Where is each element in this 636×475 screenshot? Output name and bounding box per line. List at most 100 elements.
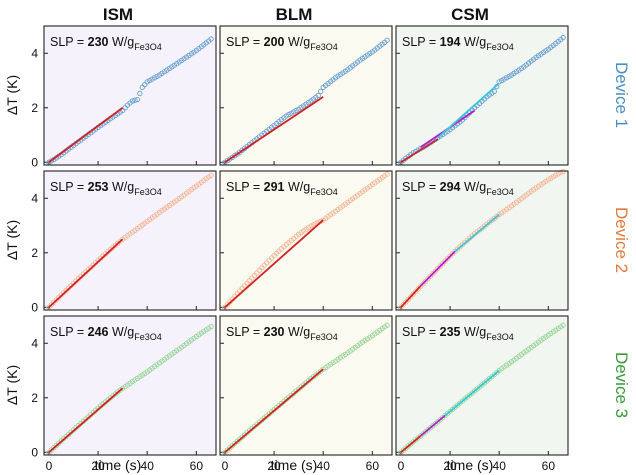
slp-prefix: SLP =	[402, 35, 440, 49]
data-markers	[398, 322, 566, 455]
y-tick-label: 2	[31, 246, 38, 260]
fit-line	[400, 435, 422, 453]
slp-prefix: SLP =	[226, 35, 264, 49]
fit-line	[419, 250, 456, 287]
slp-unit: W/g	[285, 35, 311, 49]
slp-unit: W/g	[285, 180, 311, 194]
slp-prefix: SLP =	[50, 35, 88, 49]
slp-annotation: SLP = 246 W/gFe3O4	[50, 325, 162, 342]
slp-unit: W/g	[285, 325, 311, 339]
panel-blm-device-3: 0 20 40 60 SLP = 230 W/gFe3O4	[219, 315, 393, 473]
data-point	[560, 169, 566, 175]
x-axis-label-col-2: time (s)	[271, 457, 318, 473]
x-axis-label-col-3: time (s)	[447, 457, 494, 473]
panel-ism-device-1: 0 2 4 SLP = 230 W/gFe3O4	[31, 25, 217, 169]
y-tick-label: 0	[31, 445, 38, 459]
panel-frame	[395, 25, 569, 166]
x-tick-label: 60	[190, 459, 204, 473]
device-label-3: Device 3	[612, 352, 631, 418]
y-tick-label: 2	[31, 101, 38, 115]
slp-value: 253	[88, 180, 109, 194]
fit-line	[400, 285, 422, 308]
panel-csm-device-3: 0 20 40 60 SLP = 235 W/gFe3O4	[395, 315, 569, 473]
slp-value: 235	[440, 325, 461, 339]
data-point	[491, 88, 497, 95]
data-point	[557, 169, 564, 176]
data-point	[308, 223, 314, 229]
column-title-csm: CSM	[451, 5, 489, 24]
y-tick-label: 2	[31, 391, 38, 405]
slp-prefix: SLP =	[226, 180, 264, 194]
device-labels: Device 1 Device 2 Device 3	[612, 62, 631, 418]
slp-unit-subscript: Fe3O4	[310, 332, 338, 342]
data-point	[384, 322, 390, 328]
slp-annotation: SLP = 230 W/gFe3O4	[226, 325, 338, 342]
fit-line	[400, 138, 439, 164]
column-titles: ISM BLM CSM	[103, 5, 489, 24]
slp-unit: W/g	[109, 180, 135, 194]
panel-frame	[395, 315, 569, 456]
data-point	[318, 88, 324, 95]
data-markers	[222, 171, 390, 310]
y-tick-label: 0	[31, 155, 38, 169]
data-point	[134, 96, 141, 103]
y-tick-label: 4	[31, 191, 38, 205]
slp-unit-subscript: Fe3O4	[310, 187, 338, 197]
data-point	[137, 90, 143, 97]
device-label-2: Device 2	[612, 207, 631, 273]
x-tick-label: 0	[398, 459, 405, 473]
y-axis-labels: ΔT (K) ΔT (K) ΔT (K)	[4, 75, 20, 405]
fit-line	[224, 96, 324, 164]
panel-blm-device-1: SLP = 200 W/gFe3O4	[219, 25, 393, 166]
data-point	[315, 92, 321, 99]
x-tick-label: 0	[222, 459, 229, 473]
column-title-ism: ISM	[103, 5, 133, 24]
data-point	[384, 37, 390, 43]
fit-line	[437, 82, 500, 139]
y-tick-label: 4	[31, 46, 38, 60]
slp-prefix: SLP =	[402, 180, 440, 194]
slp-value: 194	[440, 35, 461, 49]
slp-unit-subscript: Fe3O4	[134, 187, 162, 197]
slp-unit-subscript: Fe3O4	[486, 187, 514, 197]
slp-unit-subscript: Fe3O4	[486, 42, 514, 52]
panel-background	[44, 26, 216, 165]
slp-value: 230	[88, 35, 109, 49]
slp-annotation: SLP = 194 W/gFe3O4	[402, 35, 514, 52]
slp-value: 246	[88, 325, 109, 339]
data-point	[129, 98, 136, 104]
x-tick-label: 40	[141, 459, 155, 473]
panel-frame	[219, 25, 393, 166]
slp-annotation: SLP = 291 W/gFe3O4	[226, 180, 338, 197]
y-axis-label-row-2: ΔT (K)	[4, 220, 20, 260]
slp-value: 291	[264, 180, 285, 194]
x-tick-label: 40	[317, 459, 331, 473]
slp-prefix: SLP =	[226, 325, 264, 339]
panel-background	[396, 26, 568, 165]
data-markers	[46, 323, 214, 455]
panel-ism-device-2: 0 2 4 SLP = 253 W/gFe3O4	[31, 170, 217, 314]
data-point	[560, 322, 566, 328]
slp-annotation: SLP = 230 W/gFe3O4	[50, 35, 162, 52]
panel-frame	[43, 25, 217, 166]
data-point	[132, 97, 138, 103]
fit-line	[444, 369, 500, 417]
data-point	[310, 222, 317, 228]
x-axis-label-col-1: time (s)	[95, 457, 142, 473]
panel-frame	[395, 170, 569, 311]
x-tick-label: 60	[366, 459, 380, 473]
slp-prefix: SLP =	[402, 325, 440, 339]
data-point	[208, 172, 214, 179]
panel-csm-device-2: SLP = 294 W/gFe3O4	[395, 169, 569, 311]
data-point	[208, 36, 214, 42]
data-point	[560, 34, 566, 41]
panel-frame	[43, 315, 217, 456]
slp-annotation: SLP = 253 W/gFe3O4	[50, 180, 162, 197]
panel-frame	[43, 170, 217, 311]
x-tick-label: 20	[443, 459, 457, 473]
data-point	[208, 323, 214, 330]
slp-unit-subscript: Fe3O4	[134, 42, 162, 52]
panel-blm-device-2: SLP = 291 W/gFe3O4	[219, 170, 393, 311]
x-tick-label: 20	[91, 459, 105, 473]
